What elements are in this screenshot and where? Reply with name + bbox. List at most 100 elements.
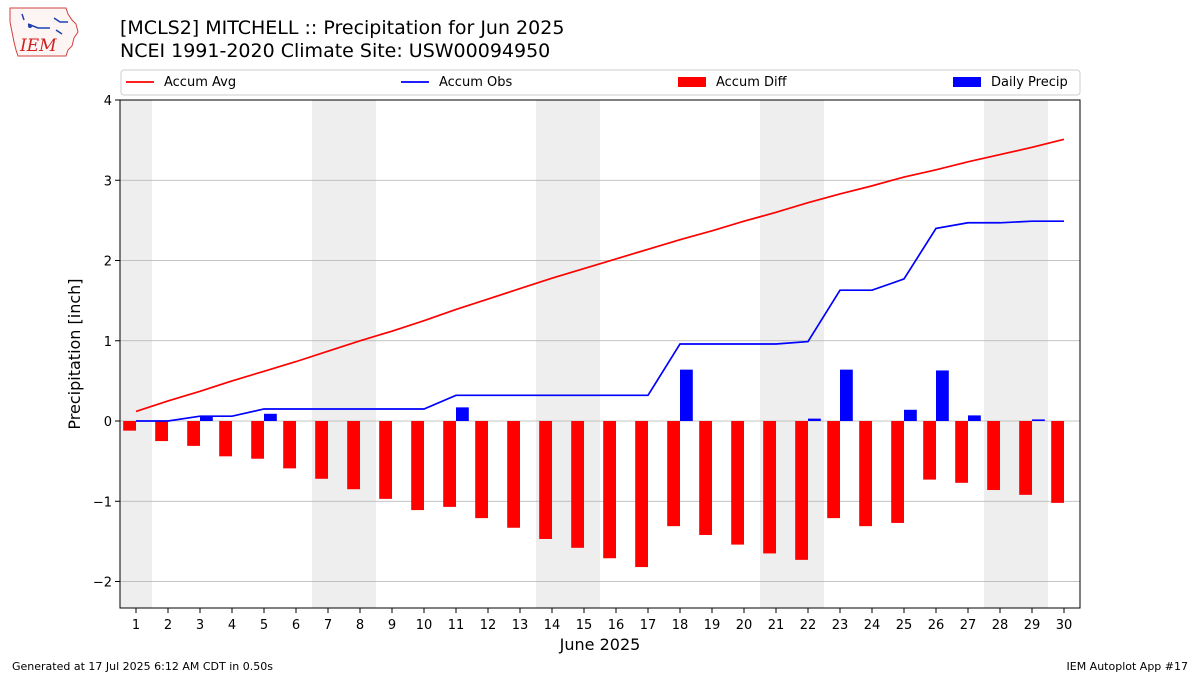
x-tick-label: 13 <box>512 618 529 633</box>
x-tick-label: 17 <box>640 618 657 633</box>
logo-text: IEM <box>19 36 57 56</box>
accum-diff-bar <box>859 421 872 527</box>
accum-diff-bar <box>443 421 456 507</box>
accum-diff-bar <box>987 421 1000 491</box>
x-tick-label: 18 <box>672 618 689 633</box>
accum-diff-bar <box>123 421 136 431</box>
footer-generated: Generated at 17 Jul 2025 6:12 AM CDT in … <box>12 660 273 673</box>
x-tick-label: 24 <box>864 618 881 633</box>
x-tick-label: 16 <box>608 618 625 633</box>
x-tick-label: 26 <box>928 618 945 633</box>
weekend-shade <box>344 100 376 608</box>
x-tick-label: 25 <box>896 618 913 633</box>
y-tick-label: 1 <box>104 335 112 350</box>
accum-diff-bar <box>507 421 520 528</box>
x-tick-label: 4 <box>228 618 236 633</box>
y-tick-label: −1 <box>93 495 112 510</box>
y-tick-label: −2 <box>93 576 112 591</box>
x-tick-label: 29 <box>1024 618 1041 633</box>
x-tick-label: 2 <box>164 618 172 633</box>
legend-daily-precip-swatch <box>953 77 981 87</box>
y-tick-label: 2 <box>104 255 112 270</box>
accum-diff-bar <box>923 421 936 480</box>
accum-diff-bar <box>283 421 296 469</box>
legend-accum-avg: Accum Avg <box>126 75 236 90</box>
legend-daily-precip-label: Daily Precip <box>991 75 1068 90</box>
x-axis-label: June 2025 <box>559 635 641 654</box>
accum-diff-bar <box>219 421 232 457</box>
x-tick-label: 30 <box>1056 618 1073 633</box>
accum-obs-line <box>136 220 1064 422</box>
x-tick-label: 23 <box>832 618 849 633</box>
accum-diff-bar <box>347 421 360 490</box>
daily-precip-bar <box>808 418 821 422</box>
x-tick-label: 9 <box>388 618 396 633</box>
daily-precip-bar <box>200 416 213 422</box>
daily-precip-bar <box>456 407 469 422</box>
x-tick-label: 6 <box>292 618 300 633</box>
x-tick-label: 7 <box>324 618 332 633</box>
accum-diff-bar <box>411 421 424 511</box>
accum-diff-bar <box>635 421 648 568</box>
weekend-shade <box>1016 100 1048 608</box>
daily-precip-bar <box>264 413 277 422</box>
x-tick-label: 14 <box>544 618 561 633</box>
daily-precip-bar <box>680 369 693 422</box>
y-axis-label: Precipitation [inch] <box>65 278 84 429</box>
accum-diff-bar <box>571 421 584 548</box>
accum-diff-bar <box>187 421 200 446</box>
accum-diff-bar <box>539 421 552 539</box>
legend-accum-avg-label: Accum Avg <box>164 75 236 90</box>
legend-accum-diff: Accum Diff <box>678 75 788 90</box>
y-tick-label: 0 <box>104 415 112 430</box>
accum-diff-bar <box>155 421 168 442</box>
legend-box <box>120 69 1081 96</box>
accum-diff-bar <box>315 421 328 479</box>
x-tick-label: 20 <box>736 618 753 633</box>
x-tick-label: 22 <box>800 618 817 633</box>
legend-accum-obs: Accum Obs <box>401 75 512 90</box>
y-tick-label: 4 <box>104 94 112 109</box>
accum-diff-bar <box>795 421 808 560</box>
x-tick-label: 1 <box>132 618 140 633</box>
chart-title: [MCLS2] MITCHELL :: Precipitation for Ju… <box>120 17 565 39</box>
accum-diff-bar <box>475 421 488 519</box>
accum-diff-bar <box>699 421 712 535</box>
daily-precip-bar <box>968 415 981 422</box>
x-tick-label: 21 <box>768 618 785 633</box>
accum-diff-bar <box>1051 421 1064 503</box>
daily-precip-bar <box>840 369 853 422</box>
x-tick-label: 15 <box>576 618 593 633</box>
x-tick-label: 27 <box>960 618 977 633</box>
accum-diff-bar <box>379 421 392 499</box>
chart-subtitle: NCEI 1991-2020 Climate Site: USW00094950 <box>120 40 551 62</box>
x-tick-label: 28 <box>992 618 1009 633</box>
accum-diff-bar <box>891 421 904 523</box>
footer-app: IEM Autoplot App #17 <box>1066 660 1189 673</box>
weekend-shade <box>120 100 152 608</box>
iem-logo: IEM <box>8 6 80 60</box>
x-tick-label: 10 <box>416 618 433 633</box>
y-tick-label: 3 <box>104 174 112 189</box>
x-tick-label: 19 <box>704 618 721 633</box>
accum-avg-line <box>135 138 1065 413</box>
x-tick-label: 8 <box>356 618 364 633</box>
x-tick-label: 12 <box>480 618 497 633</box>
accum-diff-bar <box>667 421 680 527</box>
legend-accum-diff-label: Accum Diff <box>716 75 788 90</box>
legend-accum-diff-swatch <box>678 77 706 87</box>
accum-diff-bar <box>827 421 840 519</box>
accum-diff-bar <box>1019 421 1032 495</box>
legend-accum-obs-label: Accum Obs <box>439 75 512 90</box>
accum-diff-bar <box>251 421 264 459</box>
plot-frame <box>119 99 1081 609</box>
daily-precip-bar <box>1032 419 1045 422</box>
x-tick-label: 5 <box>260 618 268 633</box>
daily-precip-bar <box>904 409 917 422</box>
x-tick-label: 3 <box>196 618 204 633</box>
accum-diff-bar <box>731 421 744 545</box>
accum-diff-bar <box>603 421 616 559</box>
legend-daily-precip: Daily Precip <box>953 75 1068 90</box>
accum-diff-bar <box>955 421 968 483</box>
